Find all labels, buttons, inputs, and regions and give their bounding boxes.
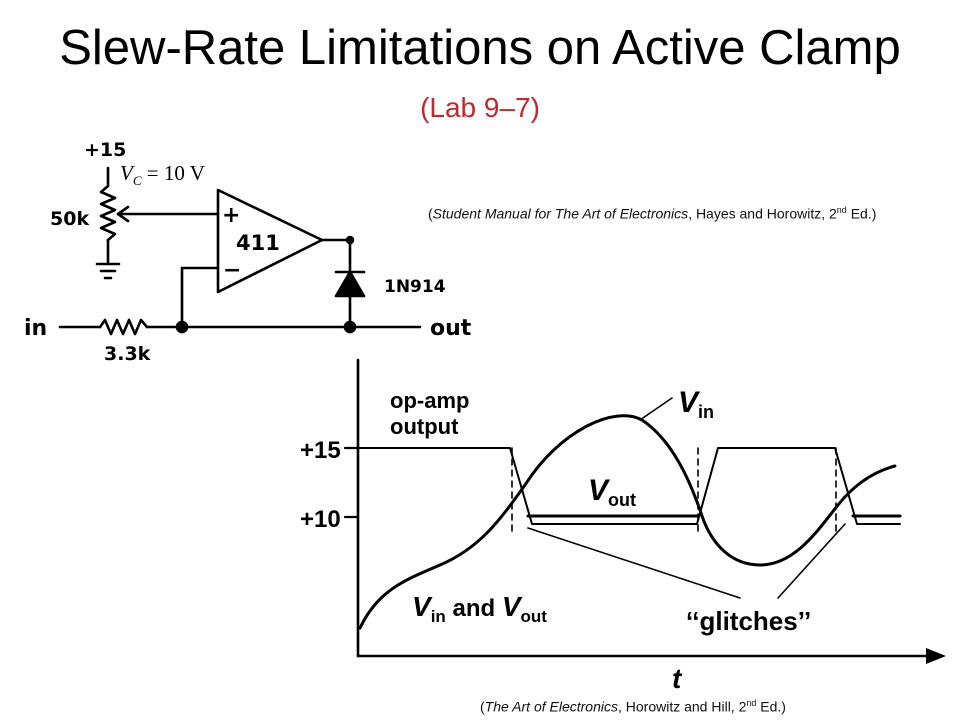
vc-subscript: C	[133, 173, 142, 188]
ref-authors: , Hayes and Horowitz, 2	[688, 205, 837, 222]
output-label: out	[430, 316, 472, 341]
x-axis-time-label: t	[672, 663, 683, 694]
opamp-output-trace	[357, 447, 901, 525]
vin-pointer	[639, 397, 673, 421]
vout-symbol: V	[588, 474, 611, 507]
diode-triangle	[334, 270, 366, 298]
vc-value: = 10 V	[142, 161, 205, 185]
opamp-triangle	[216, 188, 324, 294]
vin-subscript: in	[698, 402, 714, 422]
y-tick-label-15: +15	[300, 437, 341, 464]
ref-end: Ed.)	[846, 205, 877, 222]
waveform-plot	[343, 358, 946, 664]
ref-end: Ed.)	[756, 698, 786, 715]
reference-art-of-electronics: (The Art of Electronics, Horowitz and Hi…	[480, 698, 786, 715]
both-v2: V	[502, 591, 523, 622]
ref-edition-suffix: nd	[746, 698, 757, 708]
input-resistor-shape	[98, 318, 149, 336]
opamp-minus-sign: −	[223, 258, 241, 283]
ref-book-title: The Art of Electronics	[484, 698, 618, 715]
glitch-pointer-2	[777, 523, 846, 599]
vout-label: Vout	[588, 474, 636, 510]
lab-subtitle: (Lab 9–7)	[420, 92, 540, 123]
vin-label: Vin	[678, 386, 714, 422]
junction-dot-diode	[345, 235, 355, 245]
vout-subscript: out	[608, 490, 636, 510]
pot-resistor-shape	[99, 184, 117, 242]
resistor-label: 3.3k	[104, 343, 151, 365]
opamp-part-label: 411	[236, 231, 280, 255]
reference-student-manual: (Student Manual for The Art of Electroni…	[428, 205, 876, 222]
vc-label: VC = 10 V	[120, 161, 205, 188]
supply-label: +15	[84, 139, 126, 161]
ref-authors: , Horowitz and Hill, 2	[617, 698, 747, 715]
y-tick-label-10: +10	[300, 506, 341, 533]
ref-book-title: Student Manual for The Art of Electronic…	[432, 205, 689, 222]
schematic-labels: +15 VC = 10 V 50k + − 411 1N914 in out 3…	[24, 139, 472, 365]
glitch-pointer-1	[527, 527, 741, 599]
ref-open: (	[428, 205, 433, 222]
vin-trace	[358, 414, 897, 630]
waveform-labels: +15 +10 op-amp output Vin Vout Vin and V…	[300, 386, 811, 694]
both-and: and	[446, 595, 502, 622]
junction-dot-output	[343, 320, 357, 334]
junction-dot-feedback	[175, 320, 189, 334]
both-sub2: out	[521, 607, 548, 626]
both-sub1: in	[431, 607, 446, 626]
clamp-schematic	[58, 166, 422, 336]
opamp-output-label-line2: output	[390, 414, 459, 439]
input-label: in	[24, 316, 47, 341]
both-v1: V	[412, 591, 433, 622]
vin-and-vout-label: Vin and Vout	[412, 591, 547, 626]
diode-part-label: 1N914	[384, 277, 446, 297]
opamp-output-label-line1: op-amp	[390, 388, 469, 413]
ref-edition-suffix: nd	[836, 205, 847, 215]
x-axis-arrowhead	[926, 648, 946, 664]
pot-label: 50k	[50, 208, 89, 230]
opamp-plus-sign: +	[222, 203, 240, 228]
vc-symbol: V	[120, 161, 135, 185]
pot-wiper-arrowhead	[116, 205, 130, 223]
glitches-label: ‘‘glitches’’	[686, 606, 811, 636]
ref-open: (	[480, 698, 485, 715]
vin-symbol: V	[678, 386, 701, 419]
page-title: Slew-Rate Limitations on Active Clamp	[59, 21, 901, 75]
